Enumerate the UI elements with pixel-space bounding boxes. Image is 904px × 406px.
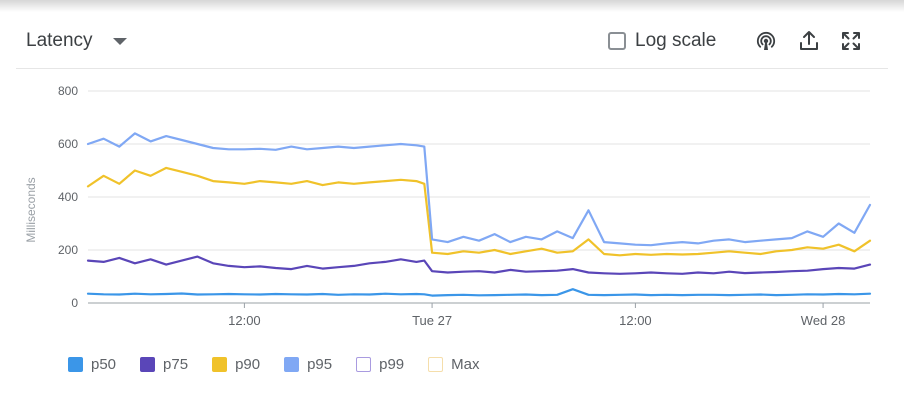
legend-label: p99 xyxy=(379,355,405,373)
x-tick-label: Tue 27 xyxy=(412,313,452,328)
y-tick-label: 0 xyxy=(71,296,78,310)
legend-label: p95 xyxy=(307,355,333,373)
x-tick-label: 12:00 xyxy=(619,313,652,328)
legend-label: p50 xyxy=(91,355,117,373)
chart-series xyxy=(86,132,872,297)
top-shadow xyxy=(0,0,904,12)
log-scale-checkbox[interactable] xyxy=(608,32,626,50)
log-scale-label: Log scale xyxy=(635,30,717,51)
y-tick-label: 800 xyxy=(58,84,78,98)
x-tick-label: 12:00 xyxy=(228,313,261,328)
expand-icon[interactable] xyxy=(838,28,864,54)
series-line-p75 xyxy=(86,255,872,275)
legend-item-p90[interactable]: p90 xyxy=(212,356,260,373)
metric-dropdown[interactable]: Latency xyxy=(26,26,127,56)
y-tick-label: 200 xyxy=(58,243,78,257)
series-line-p50 xyxy=(86,288,872,297)
upload-icon[interactable] xyxy=(796,28,822,54)
chart-grid xyxy=(88,90,870,304)
caret-down-icon xyxy=(112,37,127,45)
y-tick-label: 600 xyxy=(58,137,78,151)
panel-header: Latency Log scale xyxy=(16,14,888,69)
legend-item-p99[interactable]: p99 xyxy=(356,356,404,373)
y-axis-label: Milliseconds xyxy=(24,177,38,242)
x-axis-ticks: 12:00 Tue 27 12:00 Wed 28 xyxy=(228,303,845,328)
x-tick-label: Wed 28 xyxy=(801,313,846,328)
series-line-p90 xyxy=(86,166,872,257)
legend-label: p75 xyxy=(163,355,189,373)
legend-swatch xyxy=(284,356,300,372)
latency-panel: Latency Log scale xyxy=(16,14,888,406)
legend-label: Max xyxy=(451,355,480,373)
log-scale-toggle[interactable]: Log scale xyxy=(608,29,716,53)
legend-item-p50[interactable]: p50 xyxy=(68,356,116,373)
legend-item-p75[interactable]: p75 xyxy=(140,356,188,373)
legend-swatch xyxy=(140,356,156,372)
legend-swatch xyxy=(68,356,83,372)
chart-legend: p50 p75 p90 p95 p99 Max xyxy=(68,352,504,376)
legend-label: p90 xyxy=(235,355,261,373)
legend-swatch xyxy=(356,356,372,372)
latency-chart: 0 200 400 600 800 12:00 Tue 27 12:00 Wed 28 Mil… xyxy=(16,70,888,350)
legend-swatch xyxy=(212,356,228,372)
legend-item-max[interactable]: Max xyxy=(428,355,480,373)
tap-icon[interactable] xyxy=(753,28,779,54)
legend-item-p95[interactable]: p95 xyxy=(284,356,332,373)
metric-dropdown-label: Latency xyxy=(26,30,93,51)
series-line-p95 xyxy=(86,132,872,247)
y-tick-label: 400 xyxy=(58,190,78,204)
legend-swatch xyxy=(428,356,444,372)
latency-chart-svg: 0 200 400 600 800 12:00 Tue 27 12:00 Wed 28 Mil… xyxy=(24,84,872,328)
y-axis-ticks: 0 200 400 600 800 xyxy=(58,84,78,310)
